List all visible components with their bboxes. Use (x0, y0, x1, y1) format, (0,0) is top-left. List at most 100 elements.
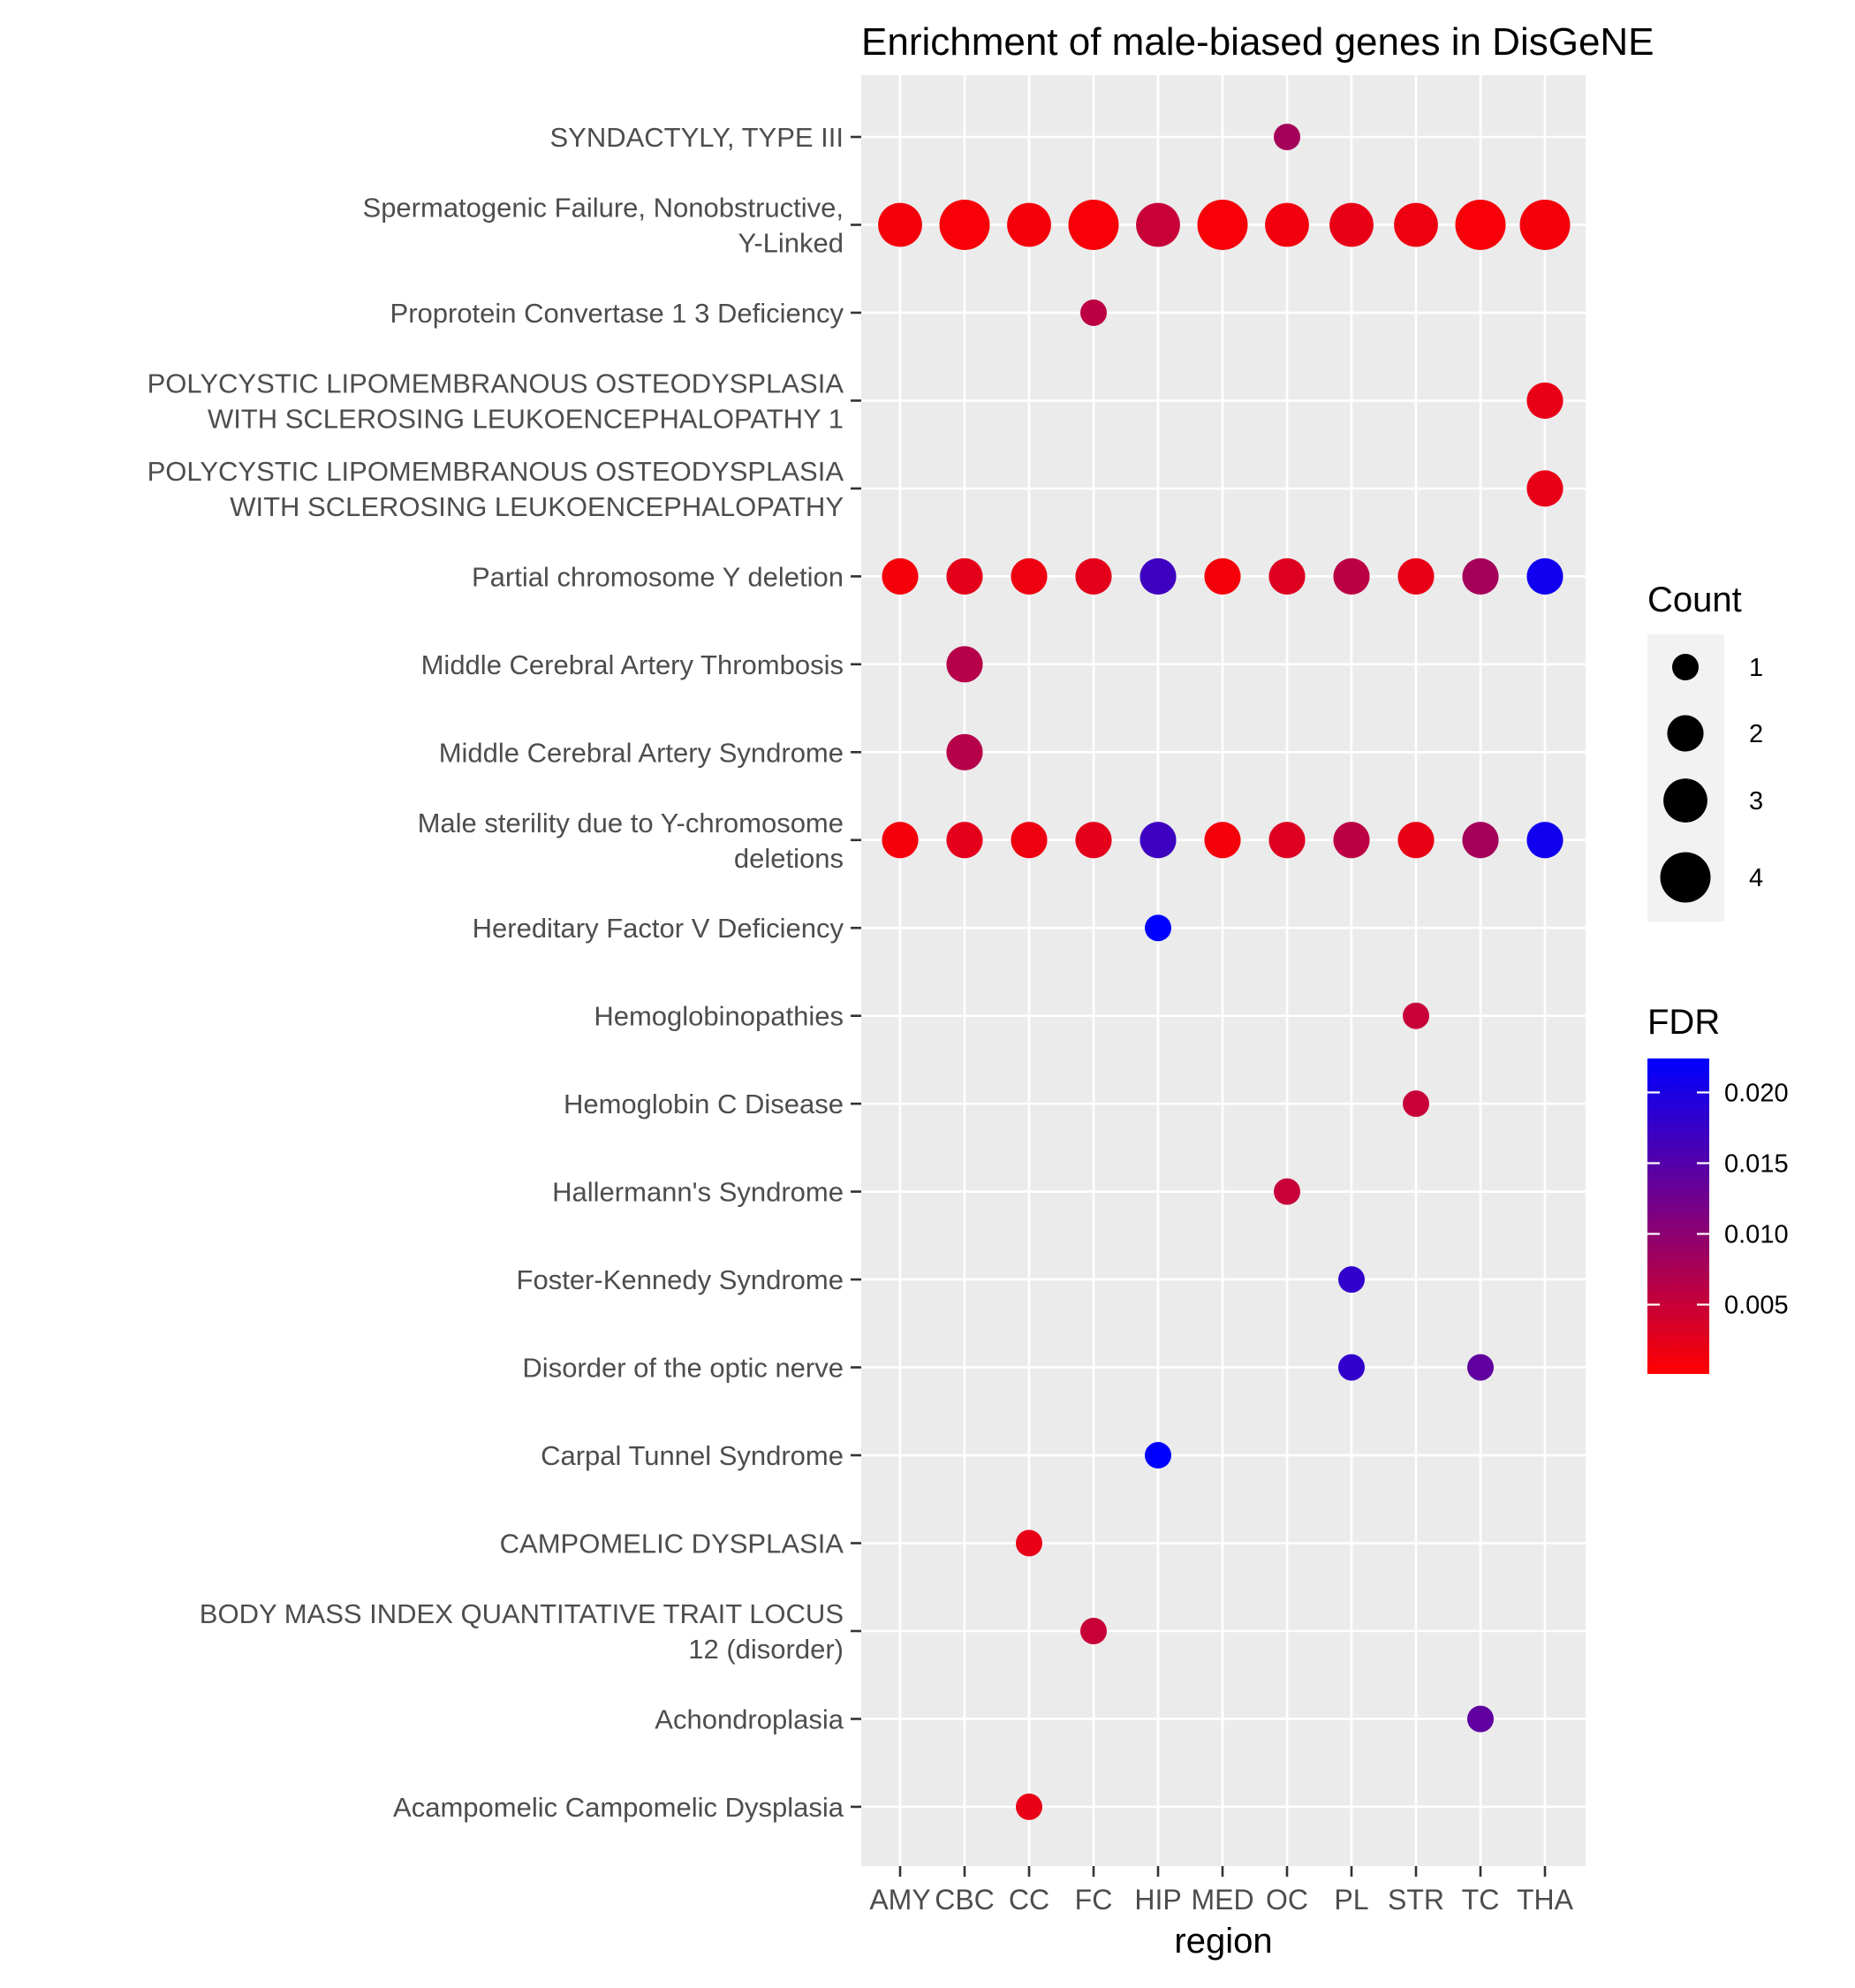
chart-title: Enrichment of male-biased genes in DisGe… (861, 20, 1654, 64)
data-point (1397, 822, 1435, 859)
x-tick-label: FC (1075, 1884, 1113, 1916)
y-tick-label: POLYCYSTIC LIPOMEMBRANOUS OSTEODYSPLASIA… (148, 456, 844, 522)
y-tick-label: Disorder of the optic nerve (522, 1353, 844, 1384)
y-tick-label: Hemoglobinopathies (594, 1001, 844, 1032)
data-point (946, 558, 983, 595)
data-point (1462, 822, 1499, 859)
x-tick-label: CC (1009, 1884, 1049, 1916)
y-tick-label: Acampomelic Campomelic Dysplasia (393, 1792, 844, 1823)
x-tick-label: THA (1517, 1884, 1574, 1916)
y-axis: SYNDACTYLY, TYPE III Spermatogenic Failur… (148, 122, 861, 1823)
x-tick-label: OC (1266, 1884, 1308, 1916)
size-legend-label: 2 (1749, 720, 1763, 748)
y-tick-label: Partial chromosome Y deletion (472, 561, 844, 592)
y-tick-label: Hallermann's Syndrome (552, 1177, 844, 1208)
size-legend-label: 4 (1749, 864, 1763, 892)
size-legend: Count 1 2 3 4 (1647, 580, 1763, 922)
data-point (1455, 199, 1506, 250)
data-point (1462, 558, 1499, 595)
data-point (1526, 822, 1564, 859)
data-point (1197, 199, 1248, 250)
data-point (1080, 1617, 1107, 1644)
data-point (1204, 822, 1241, 859)
y-tick-label: Hereditary Factor V Deficiency (473, 913, 844, 944)
data-point (1526, 558, 1564, 595)
data-point (1397, 558, 1435, 595)
data-point (878, 202, 922, 247)
x-tick-label: CBC (935, 1884, 995, 1916)
color-legend-label: 0.010 (1724, 1221, 1789, 1249)
color-legend-label: 0.015 (1724, 1150, 1789, 1178)
data-point (1011, 822, 1048, 859)
size-legend-label: 1 (1749, 654, 1763, 682)
size-legend-label: 3 (1749, 787, 1763, 816)
x-tick-label: STR (1388, 1884, 1444, 1916)
x-tick-label: MED (1191, 1884, 1253, 1916)
data-point (1007, 202, 1051, 247)
color-legend-label: 0.005 (1724, 1292, 1789, 1320)
data-point (1068, 199, 1119, 250)
y-tick-label: BODY MASS INDEX QUANTITATIVE TRAIT LOCUS… (200, 1598, 844, 1665)
size-legend-key (1663, 778, 1707, 823)
color-legend-label: 0.020 (1724, 1079, 1789, 1107)
x-tick-label: PL (1334, 1884, 1368, 1916)
x-tick-label: HIP (1134, 1884, 1181, 1916)
data-point (1394, 202, 1438, 247)
data-point (1403, 1090, 1429, 1118)
data-point (1016, 1529, 1042, 1557)
data-point (1080, 299, 1107, 326)
size-legend-key (1672, 654, 1699, 680)
data-point (1204, 558, 1241, 595)
data-point (1467, 1705, 1494, 1733)
color-legend: FDR 0.005 0.010 0.015 0.020 (1647, 1003, 1789, 1374)
data-point (1526, 382, 1564, 420)
data-point (946, 646, 983, 683)
data-point (1333, 558, 1370, 595)
data-point (1011, 558, 1048, 595)
size-legend-key (1660, 852, 1711, 903)
data-point (1338, 1266, 1365, 1294)
y-tick-label: Middle Cerebral Artery Syndrome (439, 737, 844, 768)
data-point (1338, 1354, 1365, 1381)
data-points (878, 124, 1571, 1820)
data-point (1075, 558, 1112, 595)
y-tick-label: Spermatogenic Failure, Nonobstructive, Y-… (363, 192, 844, 258)
data-point (1333, 822, 1370, 859)
color-legend-title: FDR (1647, 1003, 1720, 1042)
y-tick-label: POLYCYSTIC LIPOMEMBRANOUS OSTEODYSPLASIA… (148, 368, 844, 434)
y-tick-label: Foster-Kennedy Syndrome (517, 1264, 844, 1295)
y-tick-label: Male sterility due to Y-chromosome deleti… (418, 808, 844, 874)
x-tick-label: AMY (869, 1884, 930, 1916)
data-point (1467, 1354, 1494, 1381)
y-tick-label: CAMPOMELIC DYSPLASIA (500, 1529, 844, 1559)
data-point (1016, 1793, 1042, 1820)
data-point (1265, 202, 1309, 247)
y-tick-label: Middle Cerebral Artery Thrombosis (421, 649, 844, 680)
data-point (1519, 199, 1571, 250)
data-point (1140, 822, 1177, 859)
data-point (946, 733, 983, 770)
data-point (1268, 558, 1306, 595)
data-point (882, 822, 919, 859)
data-point (1526, 470, 1564, 507)
data-point (1274, 1178, 1300, 1205)
data-point (1140, 558, 1177, 595)
data-point (939, 199, 990, 250)
data-point (1136, 202, 1180, 247)
data-point (882, 558, 919, 595)
data-point (1145, 1442, 1171, 1469)
data-point (1075, 822, 1112, 859)
data-point (1403, 1002, 1429, 1029)
size-legend-key (1667, 715, 1704, 752)
color-bar (1647, 1058, 1709, 1374)
x-axis-title: region (1174, 1922, 1272, 1961)
y-tick-label: Hemoglobin C Disease (564, 1089, 844, 1119)
data-point (946, 822, 983, 859)
data-point (1274, 124, 1300, 150)
y-tick-label: Proprotein Convertase 1 3 Deficiency (390, 298, 844, 329)
y-tick-label: Achondroplasia (655, 1703, 844, 1734)
x-tick-label: TC (1462, 1884, 1500, 1916)
data-point (1268, 822, 1306, 859)
size-legend-title: Count (1647, 580, 1742, 619)
